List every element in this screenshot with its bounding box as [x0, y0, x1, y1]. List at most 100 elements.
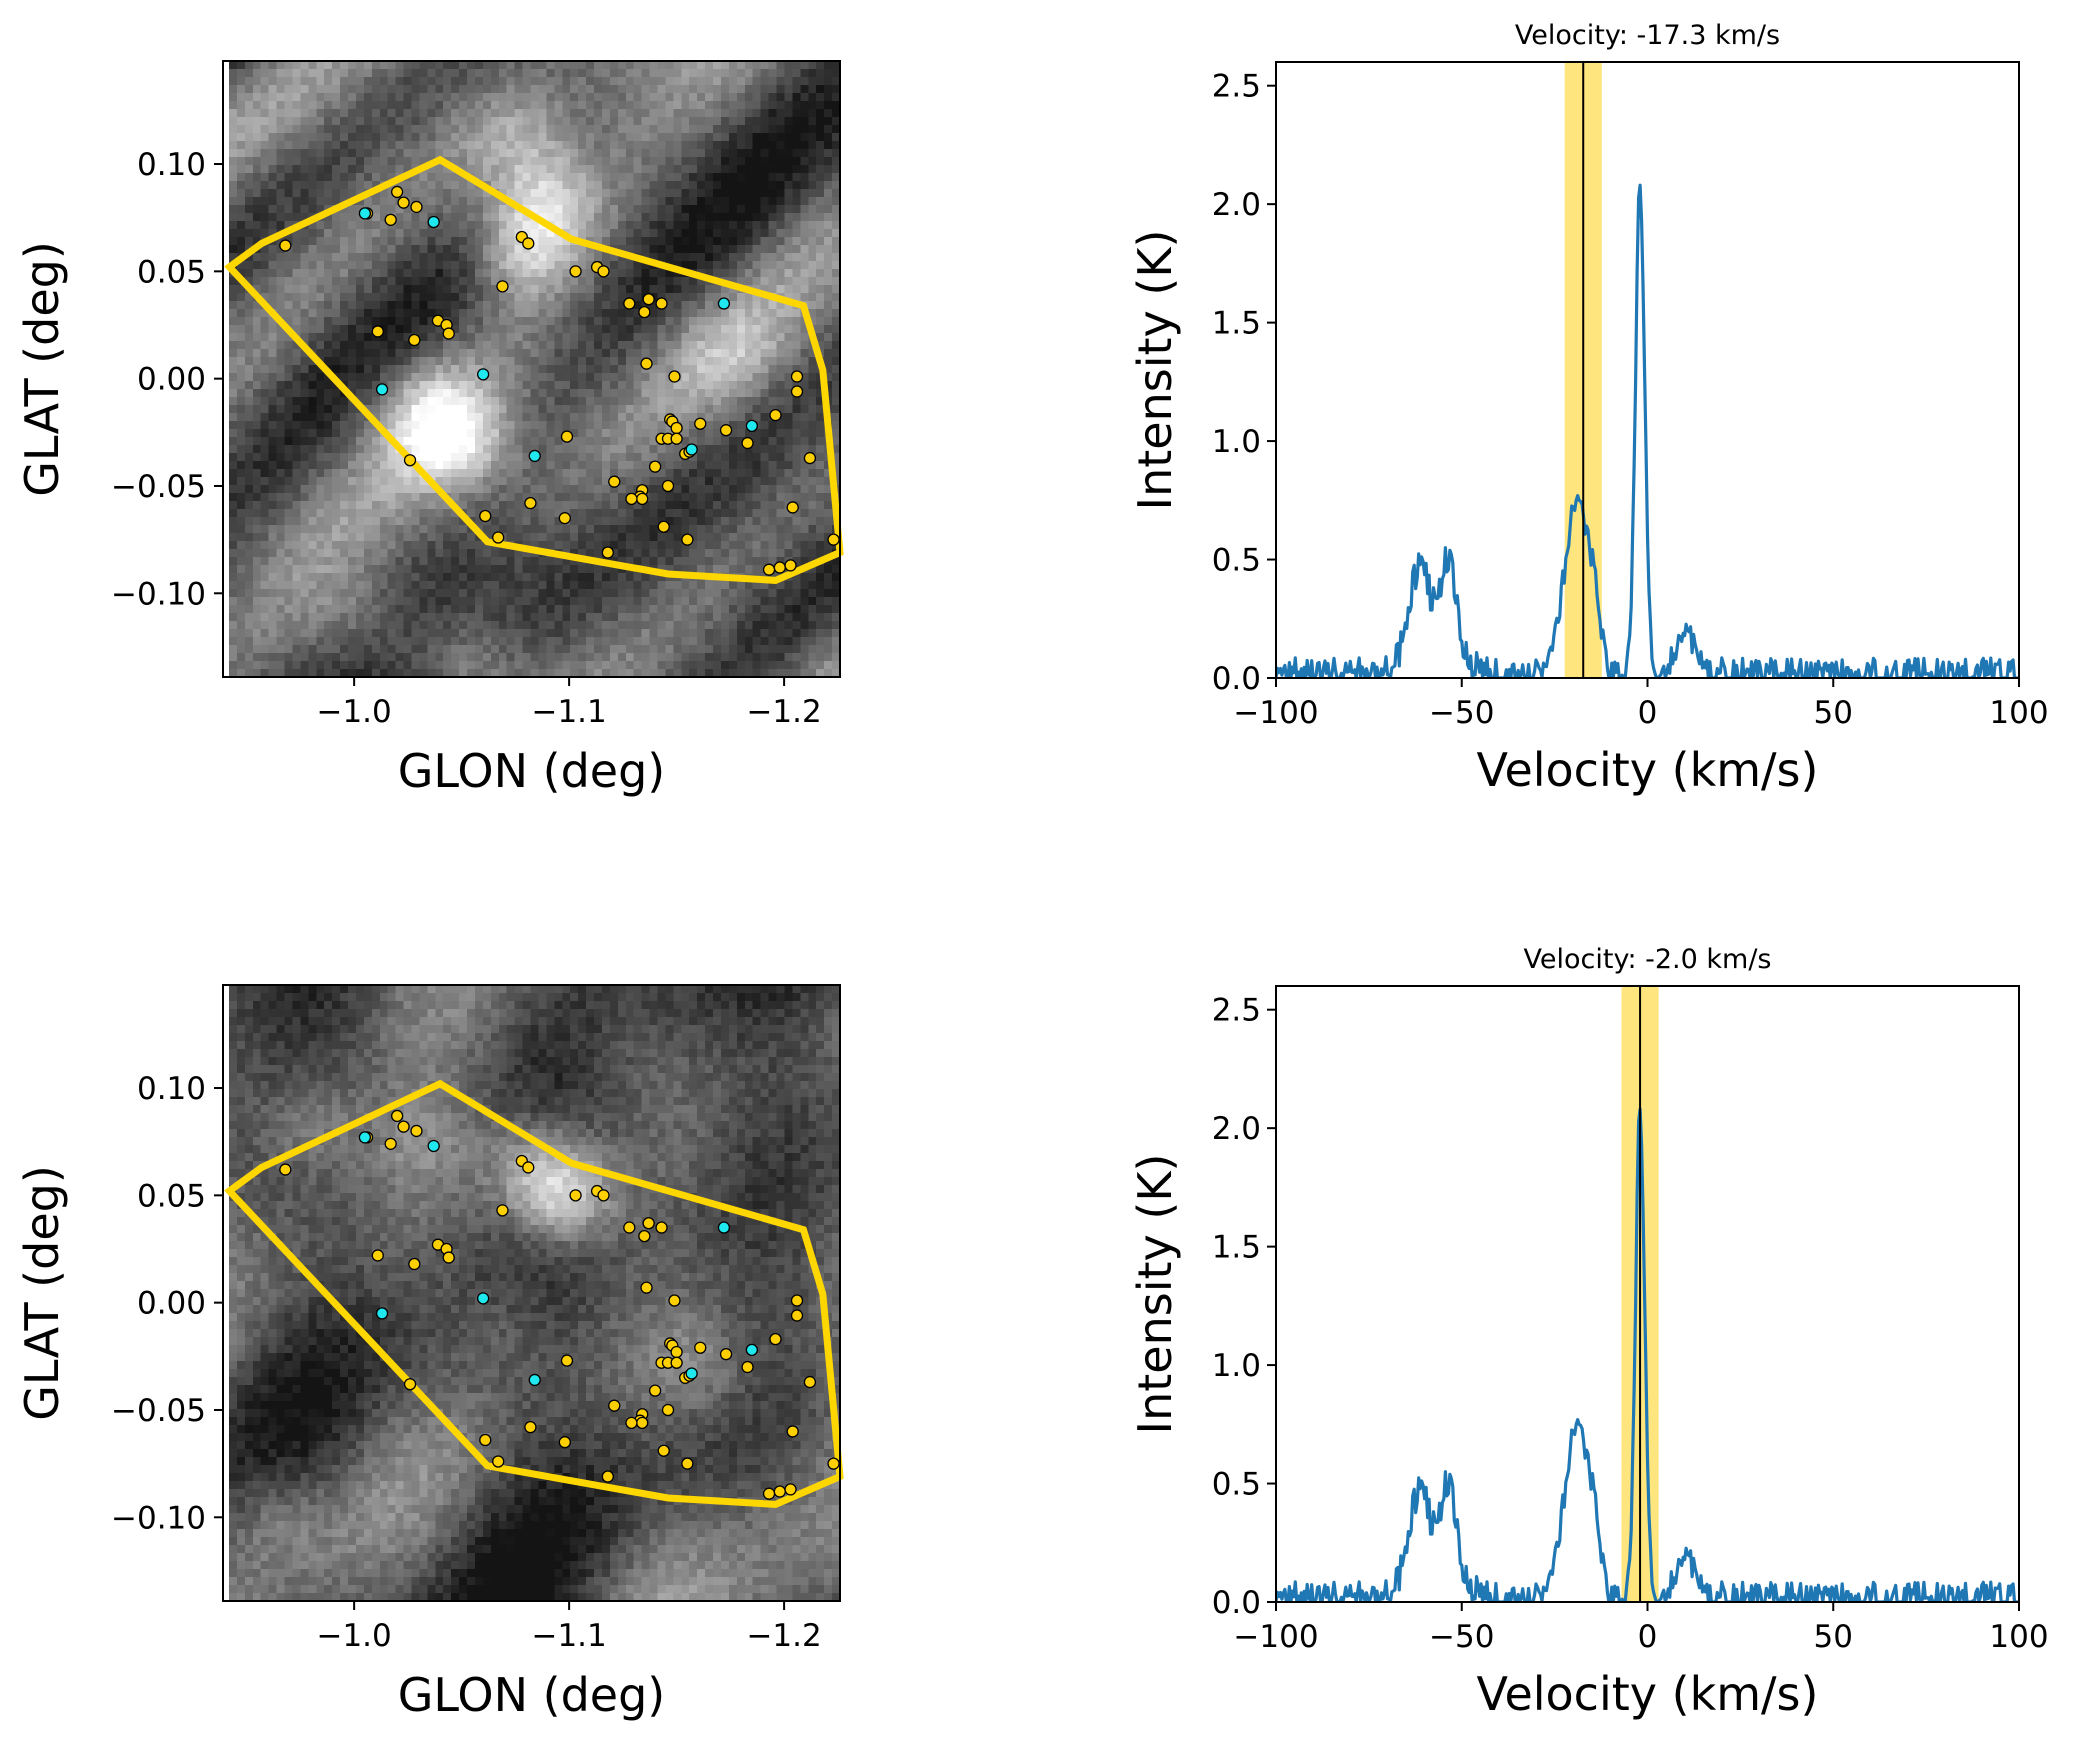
x-tick-label: −1.1 — [531, 694, 606, 730]
x-tick-label: 50 — [1814, 695, 1853, 731]
source-marker-yellow — [625, 492, 638, 506]
source-marker-yellow — [397, 1120, 410, 1133]
source-marker-yellow — [524, 496, 537, 510]
x-tick-label: −1.2 — [746, 694, 821, 730]
y-axis-label: GLAT (deg) — [15, 1165, 69, 1421]
source-marker-yellow — [773, 561, 786, 574]
source-marker-yellow — [479, 1433, 492, 1447]
source-marker-yellow — [784, 1483, 797, 1496]
source-marker-cyan — [375, 383, 389, 396]
source-marker-cyan — [476, 1292, 490, 1305]
source-marker-yellow — [410, 200, 423, 214]
y-tick-label: 2.0 — [1212, 187, 1261, 223]
source-marker-yellow — [608, 475, 621, 488]
source-marker-yellow — [597, 1189, 610, 1202]
source-marker-cyan — [528, 449, 541, 463]
y-tick-label: 1.5 — [1212, 1230, 1261, 1266]
y-tick-label: 0.00 — [137, 362, 206, 398]
y-tick-label: 1.0 — [1212, 424, 1261, 460]
source-marker-yellow — [403, 1378, 417, 1391]
spectrum-panel-top: −100 −50 0 50 100 0.0 0.5 1.0 1.5 2.0 2.5 Velocity:… — [1128, 20, 2049, 797]
source-marker-yellow — [384, 1137, 397, 1150]
source-marker-yellow — [479, 509, 492, 523]
source-marker-cyan — [717, 297, 731, 310]
source-marker-yellow — [741, 436, 754, 450]
x-tick-label: −100 — [1233, 695, 1318, 731]
x-axis-label: GLON (deg) — [398, 744, 665, 798]
source-marker-yellow — [719, 1348, 733, 1361]
source-marker-yellow — [694, 417, 707, 430]
y-tick-label: 1.0 — [1212, 1348, 1261, 1384]
source-marker-yellow — [569, 265, 582, 278]
source-marker-yellow — [648, 1384, 662, 1397]
source-marker-yellow — [741, 1360, 754, 1374]
source-marker-yellow — [597, 265, 610, 278]
y-tick-label: −0.05 — [111, 469, 206, 505]
x-tick-label: −50 — [1429, 1619, 1494, 1655]
source-marker-yellow — [661, 479, 675, 493]
source-marker-yellow — [601, 1470, 614, 1483]
source-marker-yellow — [668, 370, 681, 383]
source-marker-cyan — [745, 1343, 759, 1357]
source-marker-yellow — [623, 1221, 636, 1234]
source-marker-yellow — [657, 520, 670, 533]
y-tick-label: 0.0 — [1212, 1585, 1261, 1621]
spectrum-title: Velocity: -17.3 km/s — [1515, 20, 1780, 51]
source-marker-yellow — [410, 1124, 423, 1138]
source-marker-yellow — [655, 297, 668, 310]
source-marker-yellow — [668, 1294, 681, 1307]
x-axis-label: Velocity (km/s) — [1477, 1667, 1819, 1721]
source-marker-yellow — [636, 1416, 649, 1430]
source-marker-yellow — [769, 408, 782, 422]
source-marker-cyan — [427, 1139, 440, 1153]
source-marker-yellow — [397, 196, 410, 209]
source-marker-yellow — [522, 237, 535, 250]
y-tick-label: −0.05 — [111, 1393, 206, 1429]
y-tick-label: 0.5 — [1212, 543, 1261, 579]
source-marker-yellow — [524, 1420, 537, 1434]
spectrum-line — [1276, 183, 2019, 678]
source-marker-cyan — [685, 443, 698, 456]
source-marker-yellow — [803, 451, 817, 465]
source-marker-yellow — [492, 531, 505, 544]
spectrum-line — [1276, 1107, 2019, 1602]
x-tick-label: 50 — [1814, 1619, 1853, 1655]
source-marker-yellow — [408, 333, 421, 347]
source-marker-yellow — [661, 1403, 675, 1417]
source-marker-yellow — [648, 460, 662, 473]
source-marker-cyan — [476, 368, 490, 381]
source-marker-yellow — [784, 559, 797, 572]
source-marker-yellow — [681, 533, 694, 546]
x-tick-label: 0 — [1638, 1619, 1658, 1655]
y-axis-label: Intensity (K) — [1128, 1154, 1182, 1435]
region-polygon — [224, 1079, 844, 1508]
source-marker-yellow — [560, 1354, 574, 1367]
source-marker-yellow — [670, 1356, 683, 1369]
y-tick-label: 1.5 — [1212, 306, 1261, 342]
source-marker-yellow — [623, 297, 636, 310]
y-tick-label: 0.0 — [1212, 661, 1261, 697]
source-marker-yellow — [773, 1485, 786, 1498]
source-marker-yellow — [558, 1436, 571, 1449]
source-marker-yellow — [390, 185, 404, 199]
x-tick-label: −1.2 — [746, 1618, 821, 1654]
x-tick-label: 0 — [1638, 695, 1658, 731]
source-marker-yellow — [371, 1249, 384, 1262]
source-marker-yellow — [560, 430, 574, 443]
region-polygon — [224, 155, 844, 584]
source-marker-yellow — [786, 1425, 799, 1438]
source-marker-yellow — [790, 385, 804, 398]
spectrum-title: Velocity: -2.0 km/s — [1524, 944, 1772, 975]
y-tick-label: −0.10 — [111, 576, 206, 612]
source-marker-yellow — [640, 1281, 653, 1294]
source-marker-yellow — [601, 546, 614, 559]
x-tick-label: −50 — [1429, 695, 1494, 731]
map-axes-frame — [222, 60, 841, 678]
source-marker-yellow — [790, 370, 804, 383]
source-marker-yellow — [558, 512, 571, 525]
source-marker-yellow — [390, 1109, 404, 1123]
x-axis-label: GLON (deg) — [398, 1668, 665, 1722]
map-axes-frame — [222, 984, 841, 1602]
y-tick-label: 2.0 — [1212, 1111, 1261, 1147]
